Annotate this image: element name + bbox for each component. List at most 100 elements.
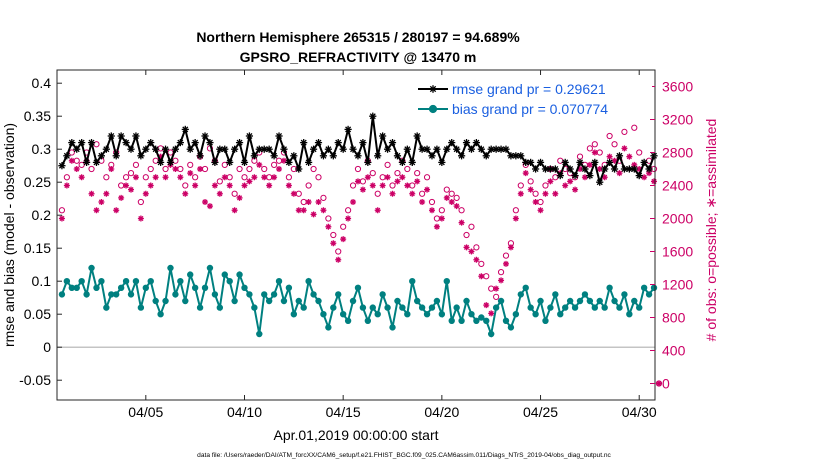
obs-assimilated-point — [380, 183, 386, 189]
bias-point — [222, 272, 227, 277]
obs-assimilated-point — [69, 158, 75, 164]
bias-point — [449, 318, 454, 323]
obs-assimilated-point — [513, 216, 519, 222]
bias-point — [188, 272, 193, 277]
rmse-point — [359, 139, 366, 146]
bias-point — [148, 279, 153, 284]
obs-assimilated-point — [123, 183, 129, 189]
obs-assimilated-point — [651, 178, 657, 184]
obs-assimilated-point — [261, 174, 267, 180]
bias-point — [528, 305, 533, 310]
rmse-point — [414, 132, 421, 139]
obs-assimilated-point — [419, 199, 425, 205]
rmse-point — [63, 152, 70, 159]
bias-point — [306, 279, 311, 284]
rmse-point — [93, 159, 100, 166]
bias-point — [197, 305, 202, 310]
y-right-tick-label: 2400 — [662, 178, 693, 194]
obs-assimilated-point — [414, 178, 420, 184]
rmse-point — [177, 139, 184, 146]
obs-assimilated-point — [340, 236, 346, 242]
bias-point — [469, 312, 474, 317]
x-tick-label: 04/25 — [523, 404, 558, 420]
legend: rmse grand pr = 0.29621 bias grand pr = … — [412, 78, 652, 117]
rmse-point — [650, 152, 657, 159]
rmse-point — [616, 152, 623, 159]
bias-point — [281, 298, 286, 303]
obs-assimilated-point — [409, 191, 415, 197]
y-axis-left-label: rmse and bias (model - observation) — [1, 123, 17, 347]
rmse-point — [335, 139, 342, 146]
bias-point — [89, 265, 94, 270]
obs-assimilated-point — [464, 244, 470, 250]
bias-point — [488, 331, 493, 336]
rmse-point — [354, 152, 361, 159]
rmse-point — [562, 159, 569, 166]
obs-assimilated-point — [256, 162, 262, 168]
y-right-tick-label: 0 — [662, 376, 670, 392]
y-left-tick-label: 0.4 — [32, 75, 52, 91]
rmse-point — [581, 165, 588, 172]
rmse-point — [409, 159, 416, 166]
obs-assimilated-point — [483, 302, 489, 308]
rmse-point — [246, 132, 253, 139]
bias-point — [553, 292, 558, 297]
obs-assimilated-point — [148, 183, 154, 189]
bias-point — [301, 305, 306, 310]
obs-assimilated-point — [394, 178, 400, 184]
obs-assimilated-point — [74, 166, 80, 172]
rmse-point — [241, 159, 248, 166]
obs-assimilated-point — [385, 174, 391, 180]
bias-point — [612, 298, 617, 303]
bias-point — [429, 305, 434, 310]
obs-assimilated-point — [64, 183, 70, 189]
rmse-point — [152, 146, 159, 153]
footer-data-file: data file: /Users/raeder/DAI/ATM_forcXX/… — [197, 452, 611, 459]
rmse-point — [270, 152, 277, 159]
y-right-tick-label: 2000 — [662, 211, 693, 227]
obs-assimilated-point — [424, 187, 430, 193]
bias-point — [370, 305, 375, 310]
bias-point — [444, 279, 449, 284]
rmse-point — [83, 159, 90, 166]
bias-point — [464, 298, 469, 303]
bias-point — [326, 325, 331, 330]
rmse-point — [448, 139, 455, 146]
rmse-point — [310, 146, 317, 153]
bias-point — [533, 312, 538, 317]
obs-assimilated-point — [187, 170, 193, 176]
bias-point — [400, 305, 405, 310]
rmse-point — [423, 146, 430, 153]
obs-assimilated-point — [538, 207, 544, 213]
obs-assimilated-point — [572, 187, 578, 193]
bias-point — [114, 292, 119, 297]
obs-assimilated-point — [93, 207, 99, 213]
rmse-point — [187, 146, 194, 153]
y-left-tick-label: 0.2 — [32, 207, 52, 223]
rmse-point — [88, 139, 95, 146]
bias-point — [597, 298, 602, 303]
bias-point — [257, 331, 262, 336]
rmse-point — [394, 152, 401, 159]
rmse-point — [576, 159, 583, 166]
bias-point — [641, 285, 646, 290]
rmse-point — [196, 152, 203, 159]
bias-point — [143, 285, 148, 290]
bias-point — [563, 305, 568, 310]
bias-point — [424, 312, 429, 317]
rmse-point — [315, 139, 322, 146]
bias-point — [242, 285, 247, 290]
bias-point — [572, 305, 577, 310]
rmse-point — [374, 152, 381, 159]
obs-assimilated-point — [276, 166, 282, 172]
obs-assimilated-point — [508, 244, 514, 250]
obs-assimilated-point — [325, 224, 331, 230]
rmse-point — [132, 132, 139, 139]
bias-point — [173, 292, 178, 297]
rmse-point — [251, 152, 258, 159]
obs-assimilated-point — [207, 203, 213, 209]
obs-assimilated-point — [429, 207, 435, 213]
x-tick-label: 04/05 — [128, 404, 163, 420]
obs-assimilated-point — [143, 191, 149, 197]
bias-point — [138, 305, 143, 310]
